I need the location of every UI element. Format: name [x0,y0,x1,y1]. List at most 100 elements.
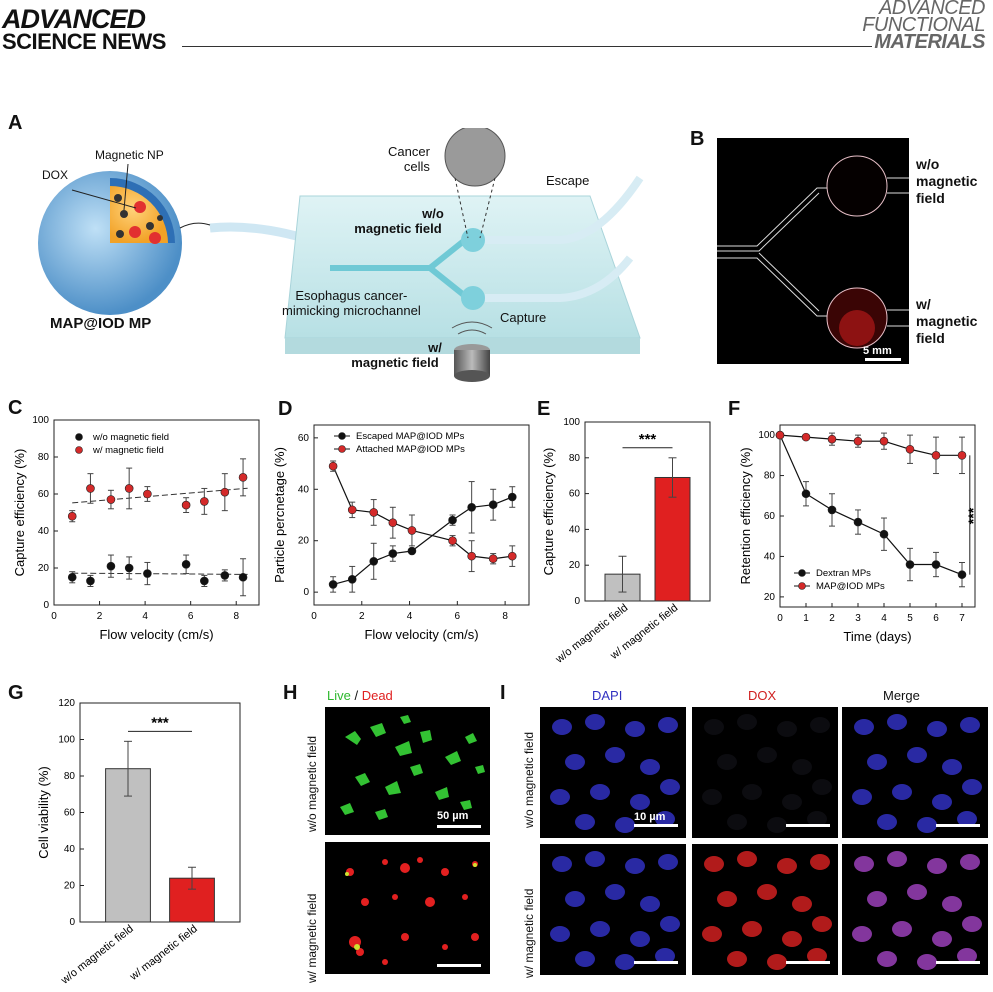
panel-h-image-top: 50 µm [325,707,490,835]
journal-logo-line2: FUNCTIONAL [862,14,985,36]
panel-i-row1-label: w/o magnetic field [522,731,536,828]
nucleus [727,814,747,830]
panel-label-a: A [8,112,23,134]
publisher-logo-line2: SCIENCE NEWS [2,29,166,54]
y-tick-label: 40 [569,524,581,535]
nucleus [927,858,947,874]
data-point [238,572,248,582]
data-point [347,505,357,515]
panel-i-images: 10 µm [540,707,988,975]
nucleus [962,916,982,932]
nucleus [957,811,977,827]
nucleus [605,747,625,763]
x-tick-label: 3 [855,613,861,624]
header-rule [182,46,872,47]
nucleus [960,717,980,733]
data-point [467,551,476,561]
panel-b-wo-label-line2: magnetic [916,173,978,189]
x-tick-label: 6 [455,611,461,622]
data-point [827,434,837,444]
data-point [181,500,191,510]
data-point [407,526,417,535]
panel-label-c: C [8,397,23,419]
nucleus [812,779,832,795]
nucleus [867,754,887,770]
y-tick-label: 100 [58,735,75,746]
panel-h-row2-label: w/ magnetic field [305,893,319,983]
nucleus [927,721,947,737]
x-tick-label: 8 [502,611,508,622]
nucleus [917,954,937,970]
nucleus [907,884,927,900]
series-line [332,496,513,586]
y-tick-label: 60 [38,489,50,500]
y-axis-label: Cell viability (%) [36,766,51,858]
panel-b-w-label-line2: magnetic [916,313,978,329]
y-tick-label: 20 [569,560,581,571]
category-label: w/ magnetic field [127,923,200,984]
data-point [879,529,889,539]
data-point [86,484,95,493]
data-point [507,551,517,561]
series-line [779,434,962,456]
escape-label: Escape [546,173,590,188]
nucleus [615,954,635,970]
scalebar [936,961,980,964]
nucleus [717,754,737,770]
scalebar [786,961,830,964]
y-tick-label: 100 [758,430,775,441]
nucleus [892,921,912,937]
nucleus [552,856,572,872]
nucleus [552,719,572,735]
x-tick-label: 4 [142,611,148,622]
data-point [507,492,517,502]
data-point [238,473,248,482]
panel-i-tile-r1-c3 [842,707,988,838]
y-tick-label: 20 [764,592,776,603]
x-tick-label: 4 [407,611,413,622]
legend-label: Escaped MAP@IOD MPs [356,431,465,442]
nucleus [585,851,605,867]
nucleus [782,794,802,810]
nucleus [960,854,980,870]
nucleus [550,926,570,942]
nucleus [917,817,937,833]
panel-h-legend: Live / Dead [327,688,393,703]
y-tick-label: 60 [64,808,76,819]
nucleus [852,789,872,805]
w-field-label-a-line2: magnetic field [351,355,439,370]
y-tick-label: 80 [38,452,50,463]
nucleus [727,951,747,967]
category-label: w/o magnetic field [58,923,136,987]
nucleus [757,747,777,763]
nucleus [640,896,660,912]
capture-label: Capture [500,310,547,325]
legend-marker [75,446,83,454]
significance-label: *** [151,714,169,731]
data-point [328,461,338,471]
data-point [369,556,379,566]
nucleus [640,759,660,775]
map-iod-particle-illustration [38,163,182,315]
data-point [853,517,863,527]
nucleus [658,854,678,870]
legend-marker [798,569,806,577]
trend-line [72,572,248,575]
x-tick-label: 2 [829,613,835,624]
series-line [779,434,963,576]
wo-field-label-a-line2: magnetic field [354,221,442,236]
panel-i-tile-r2-c3 [842,844,988,975]
panel-i-tile-r1-c2 [692,707,838,838]
nucleus [585,714,605,730]
data-point [181,560,191,569]
data-point [124,484,134,493]
panel-b-wo-label-line3: field [916,190,945,206]
panel-b-w-label-line3: field [916,330,945,346]
scalebar [634,961,678,964]
nucleus [877,951,897,967]
nucleus [792,896,812,912]
nucleus [702,926,722,942]
nucleus [962,779,982,795]
data-point [801,489,811,499]
